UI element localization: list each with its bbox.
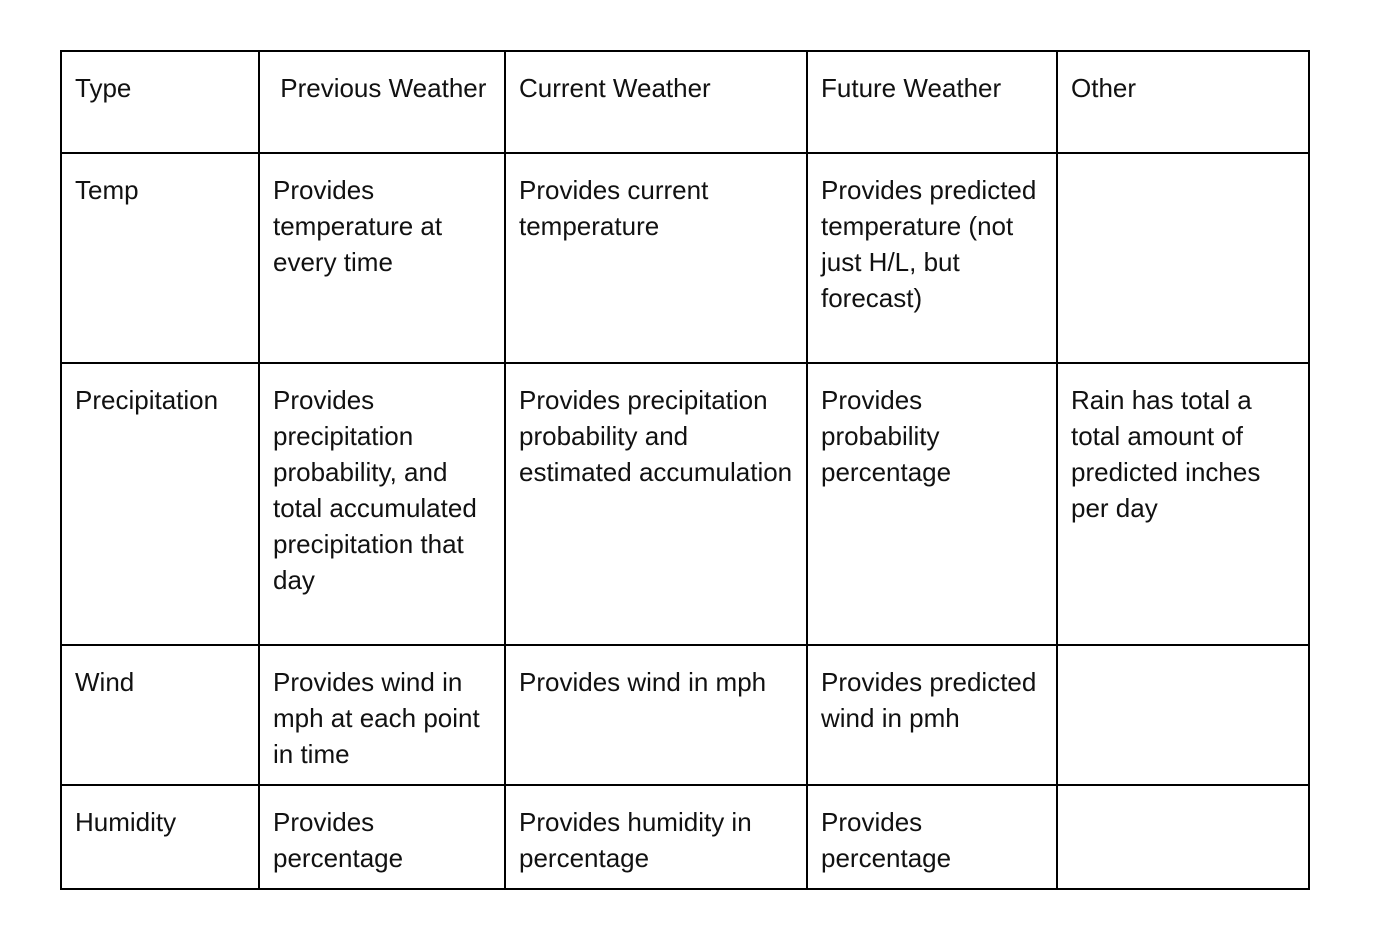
table-row-temp: Temp Provides temperature at every time … bbox=[60, 152, 1310, 364]
header-previous-weather: Previous Weather bbox=[258, 50, 506, 154]
header-future-weather: Future Weather bbox=[806, 50, 1058, 154]
table-cell: Provides humidity in percentage bbox=[504, 784, 808, 890]
table-cell: Precipitation bbox=[60, 362, 260, 646]
table-cell: Provides temperature at every time bbox=[258, 152, 506, 364]
table-cell: Provides percentage bbox=[258, 784, 506, 890]
table-cell: Provides wind in mph bbox=[504, 644, 808, 786]
table-cell: Humidity bbox=[60, 784, 260, 890]
table-cell: Provides percentage bbox=[806, 784, 1058, 890]
table-cell bbox=[1056, 644, 1310, 786]
header-type: Type bbox=[60, 50, 260, 154]
weather-comparison-table-container: Type Previous Weather Current Weather Fu… bbox=[60, 50, 1310, 890]
table-cell bbox=[1056, 784, 1310, 890]
weather-comparison-table: Type Previous Weather Current Weather Fu… bbox=[60, 50, 1310, 890]
table-row-precipitation: Precipitation Provides precipitation pro… bbox=[60, 362, 1310, 646]
table-row-wind: Wind Provides wind in mph at each point … bbox=[60, 644, 1310, 786]
table-row-humidity: Humidity Provides percentage Provides hu… bbox=[60, 784, 1310, 890]
table-cell: Wind bbox=[60, 644, 260, 786]
table-cell: Provides current temperature bbox=[504, 152, 808, 364]
table-cell: Provides predicted temperature (not just… bbox=[806, 152, 1058, 364]
table-cell: Provides probability percentage bbox=[806, 362, 1058, 646]
table-cell: Temp bbox=[60, 152, 260, 364]
table-cell: Provides predicted wind in pmh bbox=[806, 644, 1058, 786]
table-cell: Provides precipitation probability, and … bbox=[258, 362, 506, 646]
table-cell bbox=[1056, 152, 1310, 364]
table-cell: Provides precipitation probability and e… bbox=[504, 362, 808, 646]
header-other: Other bbox=[1056, 50, 1310, 154]
table-cell: Rain has total a total amount of predict… bbox=[1056, 362, 1310, 646]
table-cell: Provides wind in mph at each point in ti… bbox=[258, 644, 506, 786]
table-header-row: Type Previous Weather Current Weather Fu… bbox=[60, 50, 1310, 154]
header-current-weather: Current Weather bbox=[504, 50, 808, 154]
